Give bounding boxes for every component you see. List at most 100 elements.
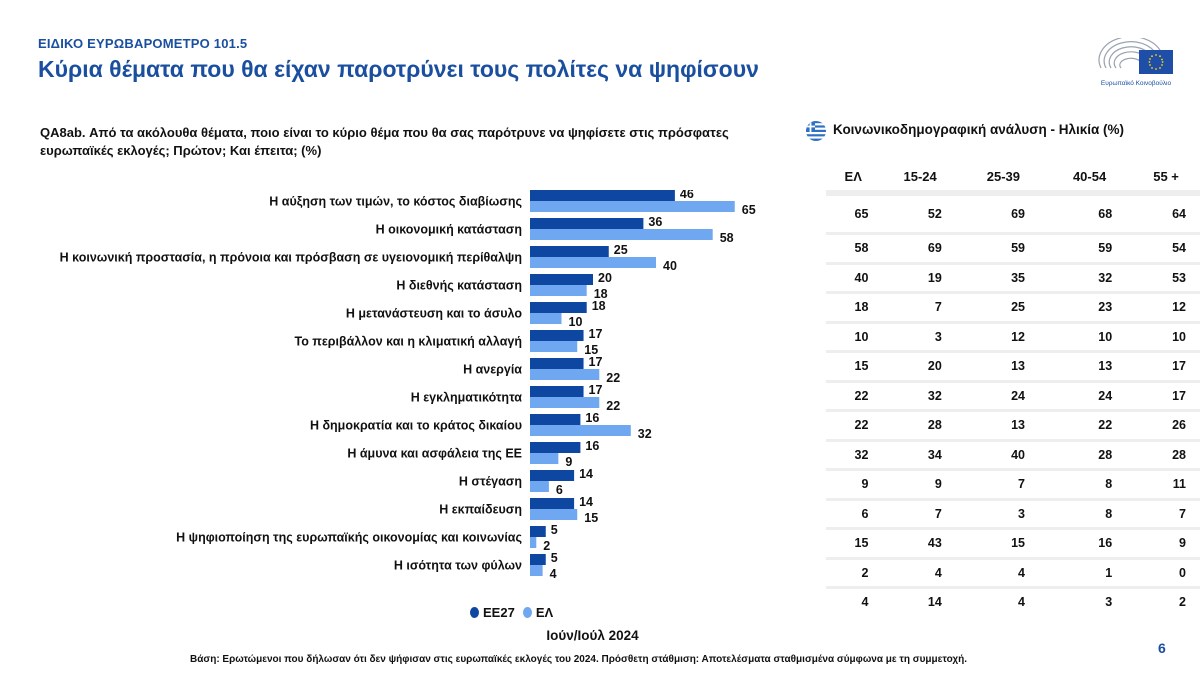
- value-label-eu27: 18: [592, 299, 606, 313]
- value-label-eu27: 46: [680, 190, 694, 201]
- table-row: 10 3 12 10 10: [826, 320, 1200, 352]
- bar-eu27: [530, 330, 584, 341]
- table-cell: 12: [1132, 291, 1200, 322]
- table-cell: 13: [1046, 350, 1133, 381]
- value-label-el: 15: [584, 511, 598, 525]
- value-label-eu27: 17: [589, 383, 603, 397]
- table-cell: 7: [880, 497, 960, 529]
- table-cell: 3: [959, 497, 1047, 529]
- category-label: Η οικονομική κατάσταση: [376, 223, 522, 237]
- table-cell: 25: [959, 291, 1047, 322]
- table-cell: 19: [880, 261, 960, 293]
- table-cell: 7: [959, 468, 1047, 499]
- bar-el: [530, 537, 537, 548]
- value-label-el: 58: [720, 231, 734, 245]
- table-cell: 7: [1132, 497, 1200, 529]
- category-label: Η ισότητα των φύλων: [394, 559, 522, 573]
- greek-flag-icon: [806, 121, 826, 141]
- table-cell: 6: [826, 497, 881, 529]
- bar-el: [530, 397, 600, 408]
- table-cell: 17: [1132, 379, 1200, 411]
- table-cell: 23: [1046, 291, 1133, 322]
- value-label-eu27: 25: [614, 243, 628, 257]
- value-label-eu27: 16: [585, 411, 599, 425]
- value-label-eu27: 17: [589, 327, 603, 341]
- table-cell: 10: [1132, 320, 1200, 352]
- table-cell: 68: [1046, 190, 1133, 234]
- table-cell: 53: [1132, 261, 1200, 293]
- value-label-el: 40: [663, 259, 677, 273]
- report-supertitle: ΕΙΔΙΚΟ ΕΥΡΩΒΑΡΟΜΕΤΡΟ 101.5: [38, 36, 248, 51]
- base-note: Βάση: Ερωτώμενοι που δήλωσαν ότι δεν ψήφ…: [190, 654, 967, 665]
- category-label: Η ψηφιοποίηση της ευρωπαϊκής οικονομίας …: [176, 531, 522, 545]
- table-cell: 7: [880, 291, 960, 322]
- table-cell: 9: [826, 468, 881, 499]
- table-row: 65 52 69 68 64: [826, 190, 1200, 234]
- bar-eu27: [530, 386, 584, 397]
- value-label-eu27: 17: [589, 355, 603, 369]
- table-row: 15 43 15 16 9: [826, 527, 1200, 558]
- bar-chart: Η αύξηση των τιμών, το κόστος διαβίωσης 4…: [60, 190, 756, 581]
- legend-label-eu27: ΕΕ27: [483, 605, 515, 620]
- category-label: Η εγκληματικότητα: [411, 391, 523, 405]
- table-cell: 32: [826, 438, 881, 470]
- survey-period: Ιούν/Ιούλ 2024: [546, 628, 639, 643]
- table-cell: 10: [826, 320, 881, 352]
- logo-text: Ευρωπαϊκό Κοινοβούλιο: [1100, 80, 1172, 87]
- value-label-el: 22: [606, 371, 620, 385]
- value-label-el: 4: [550, 567, 557, 581]
- bar-eu27: [530, 274, 593, 285]
- table-row: 32 34 40 28 28: [826, 438, 1200, 470]
- table-cell: 59: [1046, 232, 1133, 263]
- table-row: 22 28 13 22 26: [826, 409, 1200, 440]
- page-number: 6: [1158, 640, 1166, 656]
- bar-el: [530, 509, 578, 520]
- hemicycle-icon: [1098, 36, 1173, 74]
- category-label: Η αύξηση των τιμών, το κόστος διαβίωσης: [269, 195, 522, 209]
- bar-eu27: [530, 470, 575, 481]
- table-row: 4 14 4 3 2: [826, 586, 1200, 616]
- bar-eu27: [530, 246, 609, 257]
- value-label-el: 10: [569, 315, 583, 329]
- bar-el: [530, 201, 735, 212]
- table-cell: 40: [959, 438, 1047, 470]
- bar-el: [530, 257, 656, 268]
- table-cell: 40: [826, 261, 881, 293]
- table-cell: 8: [1046, 497, 1133, 529]
- table-cell: 4: [826, 586, 881, 616]
- age-breakdown-table: ΕΛ 15-24 25-39 40-54 55 + 65 52 69 68 64 58 69…: [826, 162, 1200, 616]
- bar-el: [530, 481, 549, 492]
- bar-el: [530, 369, 600, 380]
- value-label-el: 15: [584, 343, 598, 357]
- bar-eu27: [530, 190, 675, 201]
- category-label: Η μετανάστευση και το άσυλο: [346, 307, 522, 321]
- table-cell: 34: [880, 438, 960, 470]
- column-header: 55 +: [1153, 168, 1179, 184]
- legend-swatch-el: [522, 607, 532, 618]
- survey-question: QA8ab. Από τα ακόλουθα θέματα, ποιο είνα…: [40, 125, 729, 158]
- table-cell: 1: [1046, 556, 1133, 588]
- table-cell: 2: [826, 556, 881, 588]
- page-title: Κύρια θέματα που θα είχαν παροτρύνει του…: [38, 56, 759, 82]
- value-label-eu27: 16: [585, 439, 599, 453]
- value-label-eu27: 5: [551, 523, 558, 537]
- value-label-el: 18: [594, 287, 608, 301]
- table-cell: 4: [959, 586, 1047, 616]
- european-parliament-logo: Ευρωπαϊκό Κοινοβούλιο: [1097, 36, 1175, 90]
- table-cell: 22: [1046, 409, 1133, 440]
- table-cell: 14: [880, 586, 960, 616]
- category-label: Η ανεργία: [463, 363, 522, 377]
- table-cell: 15: [959, 527, 1047, 558]
- column-header: ΕΛ: [844, 168, 862, 184]
- table-cell: 4: [880, 556, 960, 588]
- chart-legend: ΕΕ27 ΕΛ: [470, 605, 553, 620]
- table-cell: 54: [1132, 232, 1200, 263]
- table-cell: 58: [826, 232, 881, 263]
- bar-eu27: [530, 526, 546, 537]
- bar-el: [530, 341, 578, 352]
- table-row: 9 9 7 8 11: [826, 468, 1200, 499]
- table-cell: 43: [880, 527, 960, 558]
- category-label: Η κοινωνική προστασία, η πρόνοια και πρό…: [60, 251, 522, 265]
